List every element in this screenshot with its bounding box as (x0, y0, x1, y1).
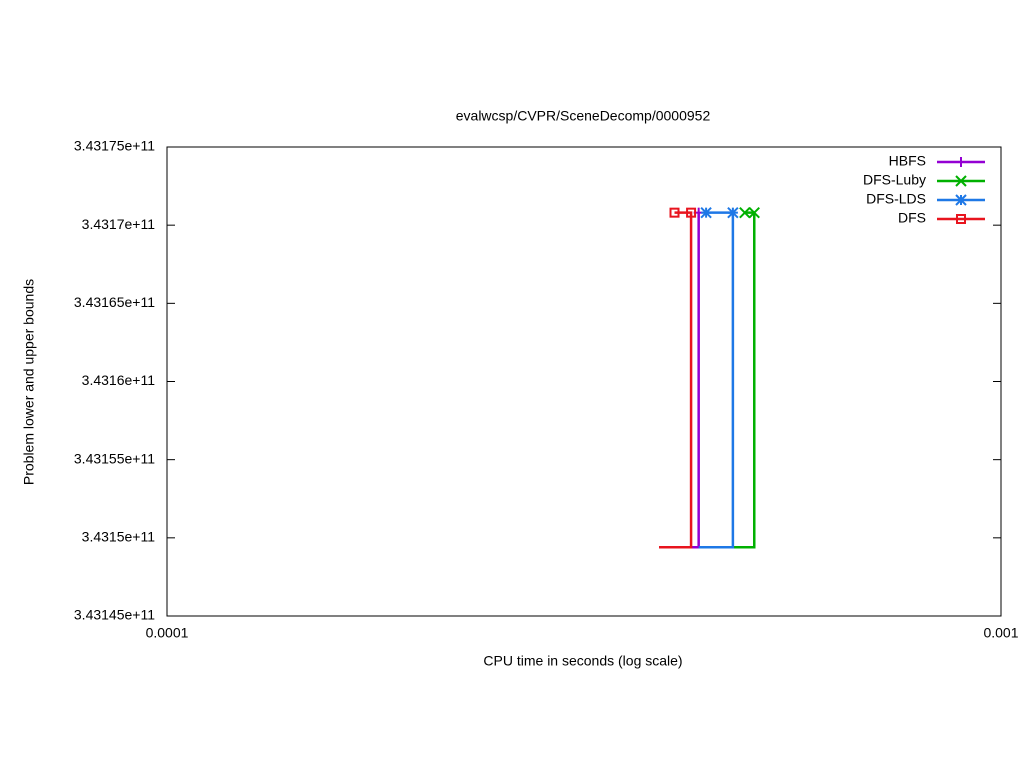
marker-stroke (748, 206, 760, 219)
legend-marker (956, 157, 966, 167)
marker-stroke (700, 206, 712, 219)
series-line (691, 212, 700, 549)
y-tick-label: 3.43155e+11 (74, 450, 155, 466)
legend-label: DFS-Luby (863, 172, 926, 188)
legend-marker (956, 214, 966, 224)
y-axis-label: Problem lower and upper bounds (21, 279, 37, 485)
legend-marker (955, 194, 967, 206)
data-point (727, 206, 739, 219)
marker-stroke (669, 207, 680, 218)
marker-stroke (739, 206, 751, 219)
marker-stroke (955, 175, 967, 187)
series-line (698, 211, 735, 549)
y-tick-label: 3.43165e+11 (74, 294, 155, 310)
series-line (732, 211, 756, 549)
legend-label: DFS-LDS (866, 191, 926, 207)
plot-frame (166, 146, 1002, 617)
legend-label: HBFS (889, 153, 926, 169)
legend-label: DFS (898, 210, 926, 226)
y-tick-label: 3.4316e+11 (82, 372, 156, 388)
data-point (686, 207, 697, 218)
data-point (748, 206, 760, 219)
marker-stroke (727, 206, 739, 219)
marker-stroke (956, 214, 966, 224)
y-tick-label: 3.43175e+11 (74, 138, 155, 154)
chart-title: evalwcsp/CVPR/SceneDecomp/0000952 (456, 108, 711, 124)
legend-marker (955, 175, 967, 187)
data-point (669, 207, 680, 218)
x-axis-label: CPU time in seconds (log scale) (483, 653, 682, 669)
x-tick-label: 0.0001 (146, 625, 189, 641)
marker-stroke (686, 207, 697, 218)
y-tick-label: 3.4317e+11 (82, 216, 156, 232)
marker-stroke (955, 194, 967, 206)
y-tick-label: 3.43145e+11 (74, 607, 155, 623)
series-line (659, 211, 693, 549)
y-tick-label: 3.4315e+11 (82, 529, 156, 545)
x-tick-label: 0.001 (983, 625, 1018, 641)
data-point (700, 206, 712, 219)
data-point (739, 206, 751, 219)
